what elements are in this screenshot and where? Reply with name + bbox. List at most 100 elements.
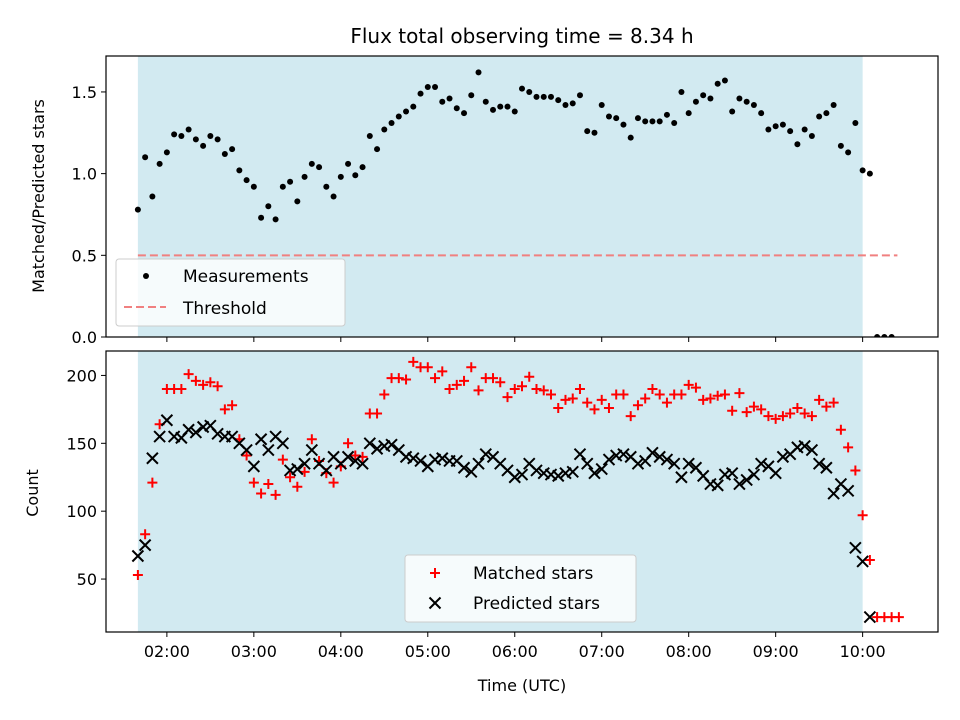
predicted-star-point	[581, 457, 594, 470]
matched-star-point	[647, 384, 658, 395]
measurement-point	[424, 84, 431, 91]
measurement-point	[446, 95, 453, 102]
matched-star-point	[509, 384, 520, 395]
measurement-point	[562, 102, 569, 109]
measurement-point	[403, 108, 410, 115]
predicted-star-point	[653, 450, 666, 464]
matched-star-point	[263, 479, 274, 490]
measurement-point	[526, 88, 533, 95]
matched-star-point	[531, 384, 542, 395]
matched-star-point	[821, 401, 832, 412]
measurement-point	[591, 129, 598, 136]
measurement-point	[852, 119, 859, 126]
predicted-star-point	[363, 437, 377, 450]
matched-star-point	[574, 384, 585, 395]
measurement-point	[888, 334, 895, 337]
measurement-point	[729, 108, 736, 115]
legend-label-matched: Matched stars	[473, 564, 593, 584]
predicted-star-point	[356, 457, 369, 470]
matched-star-point	[502, 392, 513, 403]
measurement-point	[345, 160, 352, 167]
matched-star-point	[777, 411, 788, 422]
legend-marker-measurements	[143, 273, 149, 279]
measurement-point	[656, 118, 663, 125]
bottom-legend: Matched stars Predicted stars	[404, 554, 637, 623]
measurement-point	[330, 193, 337, 200]
measurement-point	[685, 110, 692, 117]
matched-star-point	[401, 374, 412, 385]
measurement-point	[533, 93, 540, 100]
legend-marker-matched	[430, 568, 440, 578]
measurement-point	[134, 206, 141, 213]
matched-star-point	[893, 612, 904, 623]
matched-star-point	[676, 389, 687, 400]
predicted-star-point	[211, 427, 224, 441]
measurement-point	[598, 102, 605, 109]
predicted-star-point	[682, 457, 695, 470]
predicted-star-point	[146, 452, 159, 465]
bottom-plot-area	[131, 356, 904, 624]
matched-star-point	[835, 424, 846, 435]
matched-star-point	[538, 385, 549, 396]
measurement-point	[504, 103, 511, 110]
predicted-star-point	[436, 452, 449, 465]
matched-star-point	[567, 393, 578, 404]
matched-star-point	[422, 362, 433, 373]
measurement-point	[649, 118, 656, 125]
matched-star-point	[343, 438, 354, 449]
x-tick-label: 08:00	[666, 642, 712, 661]
matched-star-point	[763, 411, 774, 422]
matched-star-point	[205, 377, 216, 388]
matched-star-point	[350, 450, 361, 461]
measurement-point	[308, 160, 315, 167]
x-tick-label: 02:00	[144, 642, 190, 661]
predicted-star-point	[552, 469, 565, 483]
matched-star-point	[277, 454, 288, 465]
measurement-point	[236, 167, 243, 174]
predicted-star-point	[812, 457, 826, 470]
matched-star-point	[545, 389, 556, 400]
matched-star-point	[857, 510, 868, 521]
legend-label-predicted: Predicted stars	[473, 594, 600, 614]
bottom-y-tick-label: 50	[77, 570, 97, 589]
measurement-point	[439, 98, 446, 105]
predicted-star-point	[349, 454, 362, 468]
measurement-point	[555, 97, 562, 104]
predicted-star-point	[602, 453, 616, 466]
predicted-star-point	[863, 610, 877, 624]
predicted-star-point	[595, 462, 608, 476]
measurement-point	[417, 90, 424, 97]
x-axis-label: Time (UTC)	[477, 676, 566, 695]
measurement-point	[258, 214, 265, 221]
measurement-point	[714, 80, 721, 87]
predicted-star-point	[247, 460, 261, 473]
predicted-star-point	[479, 447, 492, 461]
measurement-point	[692, 98, 699, 105]
legend-box	[404, 554, 637, 623]
top-axes-frame	[105, 55, 939, 338]
predicted-star-point	[631, 457, 645, 470]
predicted-star-point	[153, 430, 166, 443]
predicted-star-point	[725, 466, 739, 480]
matched-star-point	[719, 389, 730, 400]
bottom-y-tick-label: 100	[66, 502, 97, 521]
bottom-axes-frame	[105, 350, 939, 633]
predicted-star-point	[341, 450, 355, 464]
measurement-point	[816, 113, 823, 120]
predicted-star-point	[370, 442, 384, 455]
x-tick-label: 03:00	[231, 642, 277, 661]
measurement-point	[750, 102, 757, 109]
measurement-point	[359, 164, 366, 171]
matched-star-point	[408, 356, 419, 367]
predicted-star-point	[733, 477, 746, 491]
predicted-star-point	[849, 541, 862, 555]
measurement-point	[178, 133, 185, 140]
measurement-point	[758, 110, 765, 117]
measurement-point	[475, 69, 482, 76]
predicted-star-point	[588, 466, 601, 480]
predicted-star-point	[776, 450, 790, 464]
measurement-point	[410, 103, 417, 110]
matched-star-point	[582, 397, 593, 408]
measurement-point	[743, 98, 750, 105]
